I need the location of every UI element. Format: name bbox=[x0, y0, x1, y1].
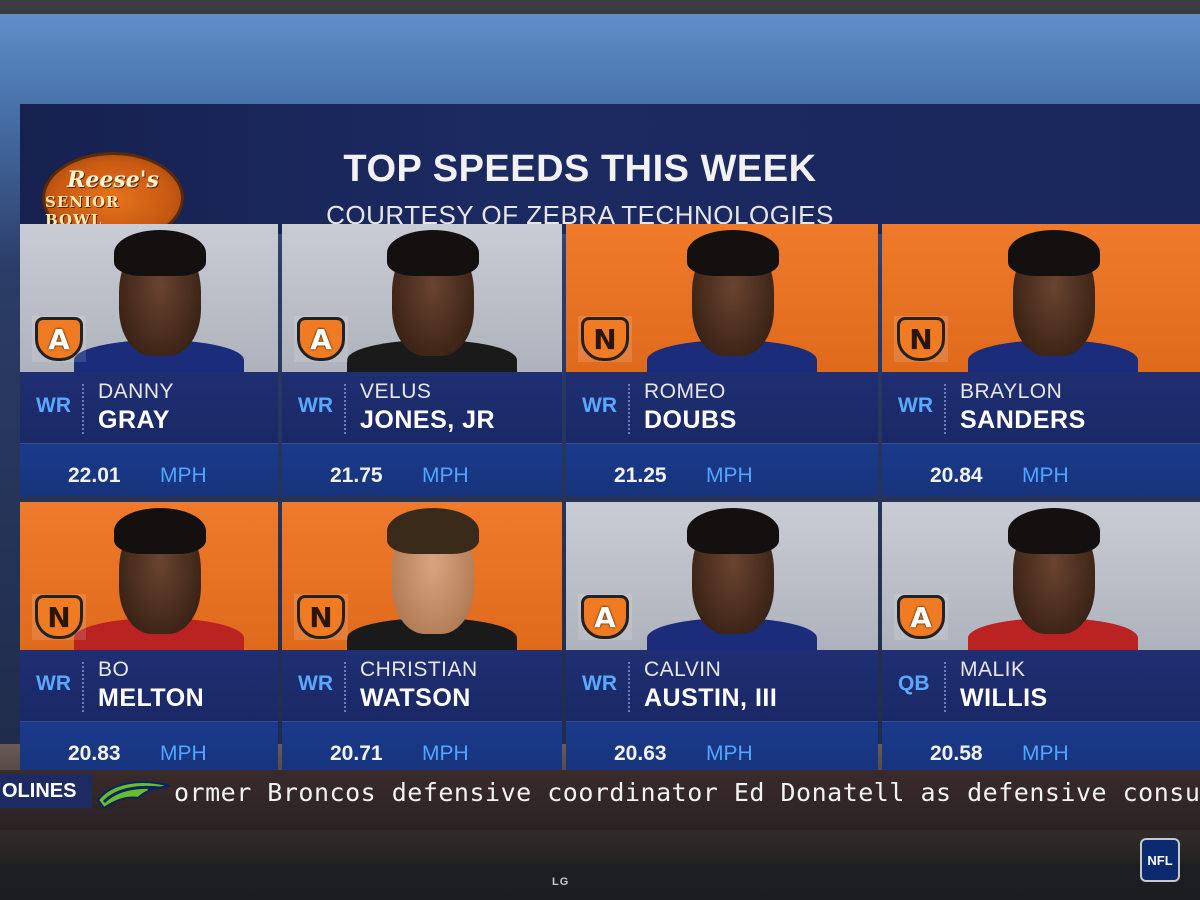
team-badge-icon: N bbox=[294, 594, 348, 640]
divider bbox=[944, 662, 946, 712]
seahawk-icon bbox=[96, 781, 171, 810]
speed-graphic: Reese's SENIOR BOWL TOP SPEEDS THIS WEEK… bbox=[20, 74, 1200, 790]
player-speed: 20.83 bbox=[68, 742, 121, 765]
team-badge-icon: N bbox=[32, 594, 86, 640]
player-photo bbox=[566, 502, 878, 658]
player-card: N WR BRAYLON SANDERS 20.84 MPH bbox=[882, 224, 1200, 496]
player-position: WR bbox=[298, 672, 333, 695]
player-speed: 20.63 bbox=[614, 742, 667, 765]
player-speed: 22.01 bbox=[68, 464, 121, 487]
player-card: N WR CHRISTIAN WATSON 20.71 MPH bbox=[282, 502, 562, 790]
player-last-name: DOUBS bbox=[644, 406, 737, 434]
team-badge-icon: N bbox=[578, 316, 632, 362]
player-last-name: WILLIS bbox=[960, 684, 1048, 712]
team-badge-icon: N bbox=[894, 316, 948, 362]
player-last-name: GRAY bbox=[98, 406, 170, 434]
team-badge-icon: A bbox=[32, 316, 86, 362]
divider bbox=[82, 662, 84, 712]
news-ticker: OLINES ormer Broncos defensive coordinat… bbox=[0, 770, 1200, 830]
divider bbox=[628, 662, 630, 712]
player-speed: 21.25 bbox=[614, 464, 667, 487]
player-first-name: ROMEO bbox=[644, 380, 726, 403]
name-bar: WR BRAYLON SANDERS bbox=[882, 372, 1200, 444]
player-position: WR bbox=[298, 394, 333, 417]
team-badge-icon: A bbox=[578, 594, 632, 640]
player-card: A WR CALVIN AUSTIN, III 20.63 MPH bbox=[566, 502, 878, 790]
player-position: WR bbox=[898, 394, 933, 417]
nfl-logo-icon: NFL bbox=[1140, 838, 1180, 882]
speed-bar: 21.25 MPH bbox=[566, 444, 878, 496]
player-card: A WR DANNY GRAY 22.01 MPH bbox=[20, 224, 278, 496]
logo-top-text: Reese's bbox=[67, 167, 159, 193]
player-card: A WR VELUS JONES, JR 21.75 MPH bbox=[282, 224, 562, 496]
player-card: N WR ROMEO DOUBS 21.25 MPH bbox=[566, 224, 878, 496]
player-last-name: MELTON bbox=[98, 684, 205, 712]
player-position: WR bbox=[36, 672, 71, 695]
tv-screen: Reese's SENIOR BOWL TOP SPEEDS THIS WEEK… bbox=[0, 14, 1200, 864]
player-last-name: AUSTIN, III bbox=[644, 684, 778, 712]
player-first-name: CALVIN bbox=[644, 658, 722, 681]
divider bbox=[628, 384, 630, 434]
player-grid: A WR DANNY GRAY 22.01 MPH A WR bbox=[20, 224, 1200, 790]
player-position: WR bbox=[582, 672, 617, 695]
name-bar: WR ROMEO DOUBS bbox=[566, 372, 878, 444]
player-speed: 21.75 bbox=[330, 464, 383, 487]
player-card: A QB MALIK WILLIS 20.58 MPH bbox=[882, 502, 1200, 790]
divider bbox=[344, 384, 346, 434]
player-position: WR bbox=[36, 394, 71, 417]
speed-unit: MPH bbox=[160, 742, 207, 765]
speed-bar: 22.01 MPH bbox=[20, 444, 278, 496]
player-first-name: MALIK bbox=[960, 658, 1026, 681]
name-bar: WR CALVIN AUSTIN, III bbox=[566, 650, 878, 722]
player-first-name: DANNY bbox=[98, 380, 175, 403]
speed-unit: MPH bbox=[1022, 464, 1069, 487]
team-badge-icon: A bbox=[894, 594, 948, 640]
name-bar: WR CHRISTIAN WATSON bbox=[282, 650, 562, 722]
name-bar: WR VELUS JONES, JR bbox=[282, 372, 562, 444]
speed-unit: MPH bbox=[422, 742, 469, 765]
player-last-name: JONES, JR bbox=[360, 406, 496, 434]
player-first-name: BO bbox=[98, 658, 130, 681]
divider bbox=[344, 662, 346, 712]
player-speed: 20.71 bbox=[330, 742, 383, 765]
speed-bar: 21.75 MPH bbox=[282, 444, 562, 496]
speed-unit: MPH bbox=[160, 464, 207, 487]
graphic-title: TOP SPEEDS THIS WEEK bbox=[343, 148, 817, 190]
speed-unit: MPH bbox=[1022, 742, 1069, 765]
speed-unit: MPH bbox=[706, 742, 753, 765]
divider bbox=[82, 384, 84, 434]
speed-unit: MPH bbox=[422, 464, 469, 487]
player-first-name: VELUS bbox=[360, 380, 432, 403]
player-position: WR bbox=[582, 394, 617, 417]
player-last-name: SANDERS bbox=[960, 406, 1086, 434]
name-bar: WR DANNY GRAY bbox=[20, 372, 278, 444]
player-first-name: BRAYLON bbox=[960, 380, 1063, 403]
team-badge-icon: A bbox=[294, 316, 348, 362]
player-speed: 20.58 bbox=[930, 742, 983, 765]
tv-brand: LG bbox=[552, 876, 570, 888]
speed-bar: 20.84 MPH bbox=[882, 444, 1200, 496]
divider bbox=[944, 384, 946, 434]
name-bar: WR BO MELTON bbox=[20, 650, 278, 722]
speed-unit: MPH bbox=[706, 464, 753, 487]
player-last-name: WATSON bbox=[360, 684, 471, 712]
graphic-header: Reese's SENIOR BOWL TOP SPEEDS THIS WEEK… bbox=[20, 104, 1200, 244]
player-speed: 20.84 bbox=[930, 464, 983, 487]
ticker-text: ormer Broncos defensive coordinator Ed D… bbox=[174, 778, 1200, 807]
player-first-name: CHRISTIAN bbox=[360, 658, 478, 681]
player-card: N WR BO MELTON 20.83 MPH bbox=[20, 502, 278, 790]
name-bar: QB MALIK WILLIS bbox=[882, 650, 1200, 722]
ticker-tag: OLINES bbox=[0, 774, 92, 808]
player-position: QB bbox=[898, 672, 930, 695]
